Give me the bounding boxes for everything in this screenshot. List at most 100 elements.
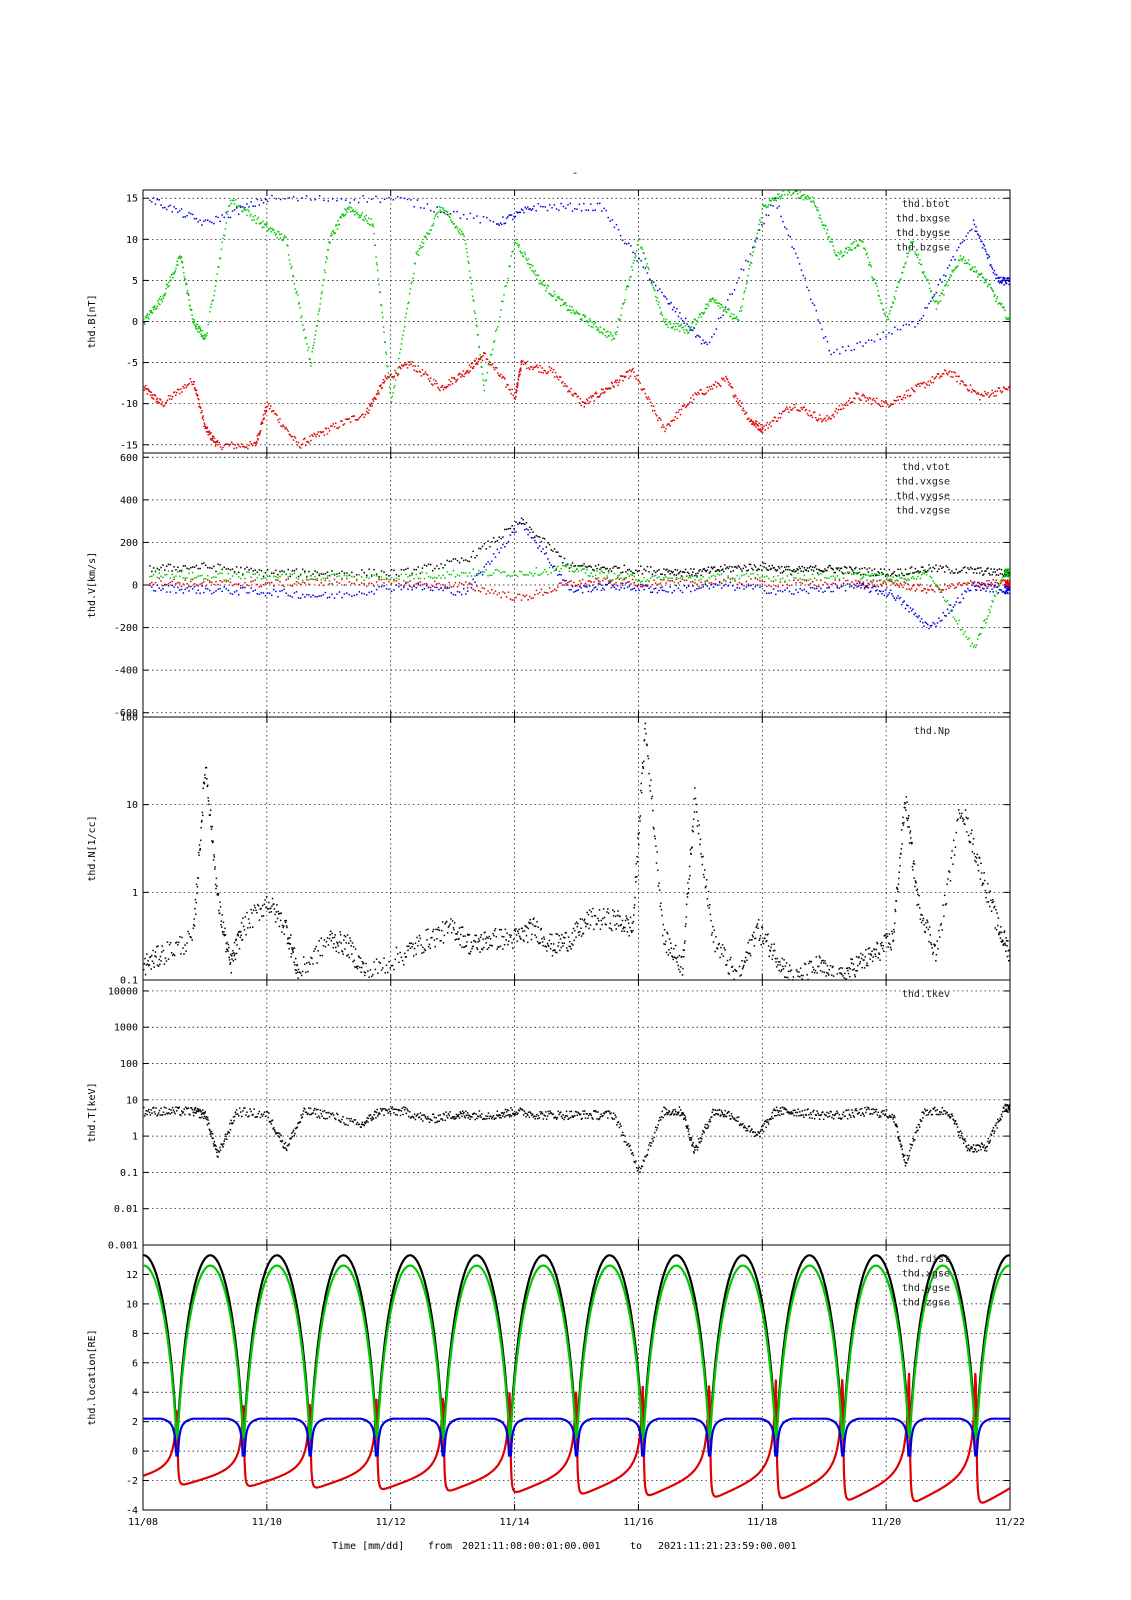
data-point (585, 402, 587, 405)
data-point (914, 251, 916, 253)
data-point (933, 623, 936, 625)
data-point (887, 575, 889, 577)
data-point (344, 418, 347, 420)
data-point (616, 575, 619, 577)
data-point (654, 413, 657, 415)
data-point (779, 572, 782, 574)
data-point (260, 423, 262, 425)
data-point (326, 597, 329, 599)
data-point (897, 595, 899, 597)
data-point (522, 255, 524, 257)
data-point (356, 211, 358, 214)
data-point (321, 291, 323, 293)
data-point (181, 936, 183, 939)
data-point (542, 372, 544, 374)
data-point (587, 209, 590, 211)
data-point (566, 385, 568, 388)
data-point (553, 565, 556, 567)
data-point (476, 362, 478, 365)
data-point (498, 536, 500, 538)
data-point (891, 579, 893, 581)
data-point (973, 568, 976, 570)
data-point (545, 570, 548, 573)
data-point (328, 583, 331, 585)
data-point (532, 531, 534, 533)
data-point (432, 569, 434, 572)
data-point (333, 232, 336, 235)
data-point (373, 585, 375, 587)
data-point (747, 585, 750, 587)
data-point (429, 377, 432, 379)
data-point (304, 582, 306, 584)
data-point (576, 568, 578, 570)
data-point (712, 566, 715, 569)
data-point (954, 258, 956, 261)
data-point (231, 568, 234, 570)
data-point (786, 188, 788, 190)
data-point (468, 364, 471, 366)
data-point (151, 396, 153, 399)
data-point (146, 963, 149, 965)
data-point (515, 574, 517, 577)
data-point (762, 562, 764, 564)
data-point (611, 219, 614, 221)
data-point (360, 582, 363, 584)
data-point (570, 566, 572, 568)
data-point (633, 587, 635, 590)
data-point (877, 290, 879, 292)
data-point (964, 590, 966, 592)
data-point (612, 567, 614, 569)
data-point (932, 299, 934, 301)
data-point (317, 431, 319, 433)
data-point (210, 828, 213, 830)
data-point (925, 571, 928, 573)
data-point (1003, 584, 1006, 586)
data-point (143, 386, 145, 388)
data-point (838, 579, 841, 582)
data-point (901, 271, 903, 274)
data-point (249, 441, 252, 443)
data-point (749, 420, 752, 422)
data-point (252, 216, 254, 218)
data-point (918, 383, 920, 385)
data-point (690, 325, 692, 328)
data-point (968, 389, 971, 392)
data-point (922, 572, 924, 574)
data-point (730, 570, 732, 573)
data-point (653, 288, 655, 291)
data-point (479, 571, 482, 574)
data-point (907, 604, 909, 607)
data-point (834, 251, 836, 254)
data-point (381, 386, 383, 389)
data-point (577, 565, 580, 567)
data-point (862, 393, 864, 396)
data-point (291, 569, 294, 572)
data-point (418, 248, 421, 250)
data-point (874, 401, 877, 403)
data-point (899, 577, 902, 579)
data-point (836, 255, 839, 257)
data-point (180, 208, 183, 210)
data-point (169, 581, 172, 584)
y-tick-label: -5 (126, 358, 138, 369)
data-point (395, 577, 398, 580)
data-point (250, 567, 252, 570)
data-point (462, 559, 465, 562)
data-point (411, 572, 413, 575)
data-point (536, 364, 538, 366)
data-point (368, 577, 370, 579)
data-point (794, 190, 796, 192)
data-point (213, 441, 215, 443)
data-point (958, 601, 960, 604)
data-point (358, 216, 360, 219)
data-point (666, 298, 668, 300)
data-point (777, 417, 780, 419)
data-point (682, 571, 685, 573)
data-point (998, 387, 1001, 390)
data-point (454, 581, 457, 584)
data-point (279, 590, 281, 593)
data-point (828, 587, 830, 589)
data-point (520, 360, 523, 362)
data-point (752, 422, 755, 424)
data-point (245, 446, 248, 448)
